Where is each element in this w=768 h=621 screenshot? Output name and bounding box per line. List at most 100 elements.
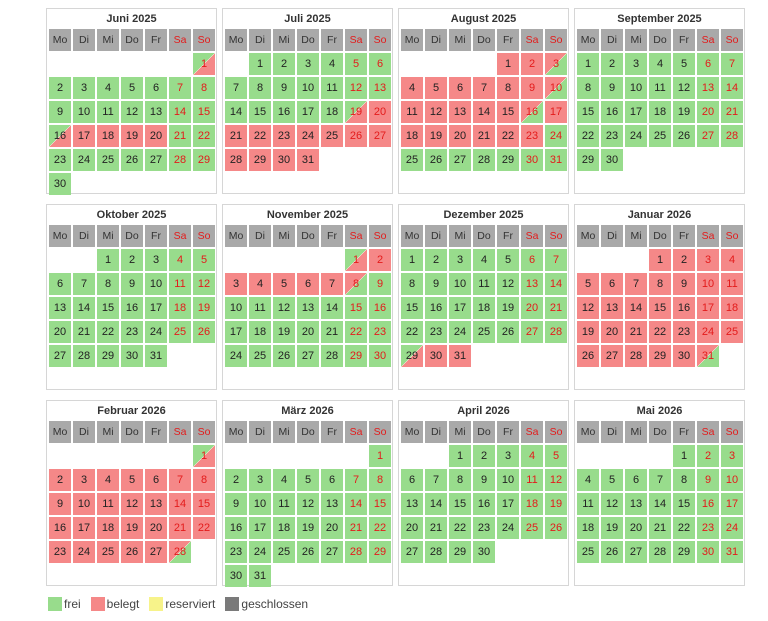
day-cell[interactable]: 27 [401, 541, 423, 563]
day-cell[interactable]: 21 [225, 125, 247, 147]
day-cell[interactable]: 5 [345, 53, 367, 75]
day-cell[interactable]: 17 [73, 517, 95, 539]
day-cell[interactable]: 12 [545, 469, 567, 491]
day-cell[interactable]: 28 [225, 149, 247, 171]
day-cell[interactable]: 8 [401, 273, 423, 295]
day-cell[interactable]: 18 [273, 517, 295, 539]
day-cell[interactable]: 29 [649, 345, 671, 367]
day-cell[interactable]: 9 [425, 273, 447, 295]
day-cell[interactable]: 31 [145, 345, 167, 367]
day-cell[interactable]: 12 [673, 77, 695, 99]
day-cell[interactable]: 23 [273, 125, 295, 147]
day-cell[interactable]: 15 [401, 297, 423, 319]
day-cell[interactable]: 8 [449, 469, 471, 491]
day-cell[interactable]: 25 [249, 345, 271, 367]
day-cell[interactable]: 3 [73, 77, 95, 99]
day-cell[interactable]: 20 [601, 321, 623, 343]
day-cell[interactable]: 11 [249, 297, 271, 319]
day-cell[interactable]: 20 [145, 125, 167, 147]
day-cell[interactable]: 17 [297, 101, 319, 123]
day-cell[interactable]: 5 [121, 469, 143, 491]
day-cell[interactable]: 15 [345, 297, 367, 319]
day-cell[interactable]: 19 [601, 517, 623, 539]
day-cell[interactable]: 3 [497, 445, 519, 467]
day-cell[interactable]: 13 [321, 493, 343, 515]
day-cell[interactable]: 10 [249, 493, 271, 515]
day-cell[interactable]: 10 [545, 77, 567, 99]
day-cell[interactable]: 1 [193, 53, 215, 75]
day-cell[interactable]: 7 [473, 77, 495, 99]
day-cell[interactable]: 3 [449, 249, 471, 271]
day-cell[interactable]: 7 [321, 273, 343, 295]
day-cell[interactable]: 16 [473, 493, 495, 515]
day-cell[interactable]: 7 [345, 469, 367, 491]
day-cell[interactable]: 23 [521, 125, 543, 147]
day-cell[interactable]: 5 [577, 273, 599, 295]
day-cell[interactable]: 5 [673, 53, 695, 75]
day-cell[interactable]: 30 [225, 565, 247, 587]
day-cell[interactable]: 23 [49, 149, 71, 171]
day-cell[interactable]: 1 [193, 445, 215, 467]
day-cell[interactable]: 17 [225, 321, 247, 343]
day-cell[interactable]: 21 [473, 125, 495, 147]
day-cell[interactable]: 2 [673, 249, 695, 271]
day-cell[interactable]: 12 [497, 273, 519, 295]
day-cell[interactable]: 16 [697, 493, 719, 515]
day-cell[interactable]: 12 [121, 493, 143, 515]
day-cell[interactable]: 28 [169, 541, 191, 563]
day-cell[interactable]: 13 [49, 297, 71, 319]
day-cell[interactable]: 14 [721, 77, 743, 99]
day-cell[interactable]: 23 [121, 321, 143, 343]
day-cell[interactable]: 27 [49, 345, 71, 367]
day-cell[interactable]: 19 [121, 517, 143, 539]
day-cell[interactable]: 13 [601, 297, 623, 319]
day-cell[interactable]: 17 [249, 517, 271, 539]
day-cell[interactable]: 30 [601, 149, 623, 171]
day-cell[interactable]: 28 [625, 345, 647, 367]
day-cell[interactable]: 24 [449, 321, 471, 343]
day-cell[interactable]: 23 [473, 517, 495, 539]
day-cell[interactable]: 15 [497, 101, 519, 123]
day-cell[interactable]: 21 [721, 101, 743, 123]
day-cell[interactable]: 26 [121, 541, 143, 563]
day-cell[interactable]: 7 [545, 249, 567, 271]
day-cell[interactable]: 23 [673, 321, 695, 343]
day-cell[interactable]: 9 [697, 469, 719, 491]
day-cell[interactable]: 23 [369, 321, 391, 343]
day-cell[interactable]: 17 [697, 297, 719, 319]
day-cell[interactable]: 7 [425, 469, 447, 491]
day-cell[interactable]: 10 [145, 273, 167, 295]
day-cell[interactable]: 15 [369, 493, 391, 515]
day-cell[interactable]: 23 [601, 125, 623, 147]
day-cell[interactable]: 14 [169, 101, 191, 123]
day-cell[interactable]: 4 [649, 53, 671, 75]
day-cell[interactable]: 12 [297, 493, 319, 515]
day-cell[interactable]: 8 [673, 469, 695, 491]
day-cell[interactable]: 6 [449, 77, 471, 99]
day-cell[interactable]: 22 [497, 125, 519, 147]
day-cell[interactable]: 16 [49, 517, 71, 539]
day-cell[interactable]: 10 [225, 297, 247, 319]
day-cell[interactable]: 2 [473, 445, 495, 467]
day-cell[interactable]: 10 [625, 77, 647, 99]
day-cell[interactable]: 5 [121, 77, 143, 99]
day-cell[interactable]: 21 [625, 321, 647, 343]
day-cell[interactable]: 22 [249, 125, 271, 147]
day-cell[interactable]: 1 [649, 249, 671, 271]
day-cell[interactable]: 8 [369, 469, 391, 491]
day-cell[interactable]: 5 [545, 445, 567, 467]
day-cell[interactable]: 13 [145, 101, 167, 123]
day-cell[interactable]: 2 [49, 77, 71, 99]
day-cell[interactable]: 16 [369, 297, 391, 319]
day-cell[interactable]: 15 [577, 101, 599, 123]
day-cell[interactable]: 14 [649, 493, 671, 515]
day-cell[interactable]: 14 [321, 297, 343, 319]
day-cell[interactable]: 20 [321, 517, 343, 539]
day-cell[interactable]: 7 [625, 273, 647, 295]
day-cell[interactable]: 31 [449, 345, 471, 367]
day-cell[interactable]: 16 [49, 125, 71, 147]
day-cell[interactable]: 16 [273, 101, 295, 123]
day-cell[interactable]: 1 [497, 53, 519, 75]
day-cell[interactable]: 25 [649, 125, 671, 147]
day-cell[interactable]: 4 [721, 249, 743, 271]
